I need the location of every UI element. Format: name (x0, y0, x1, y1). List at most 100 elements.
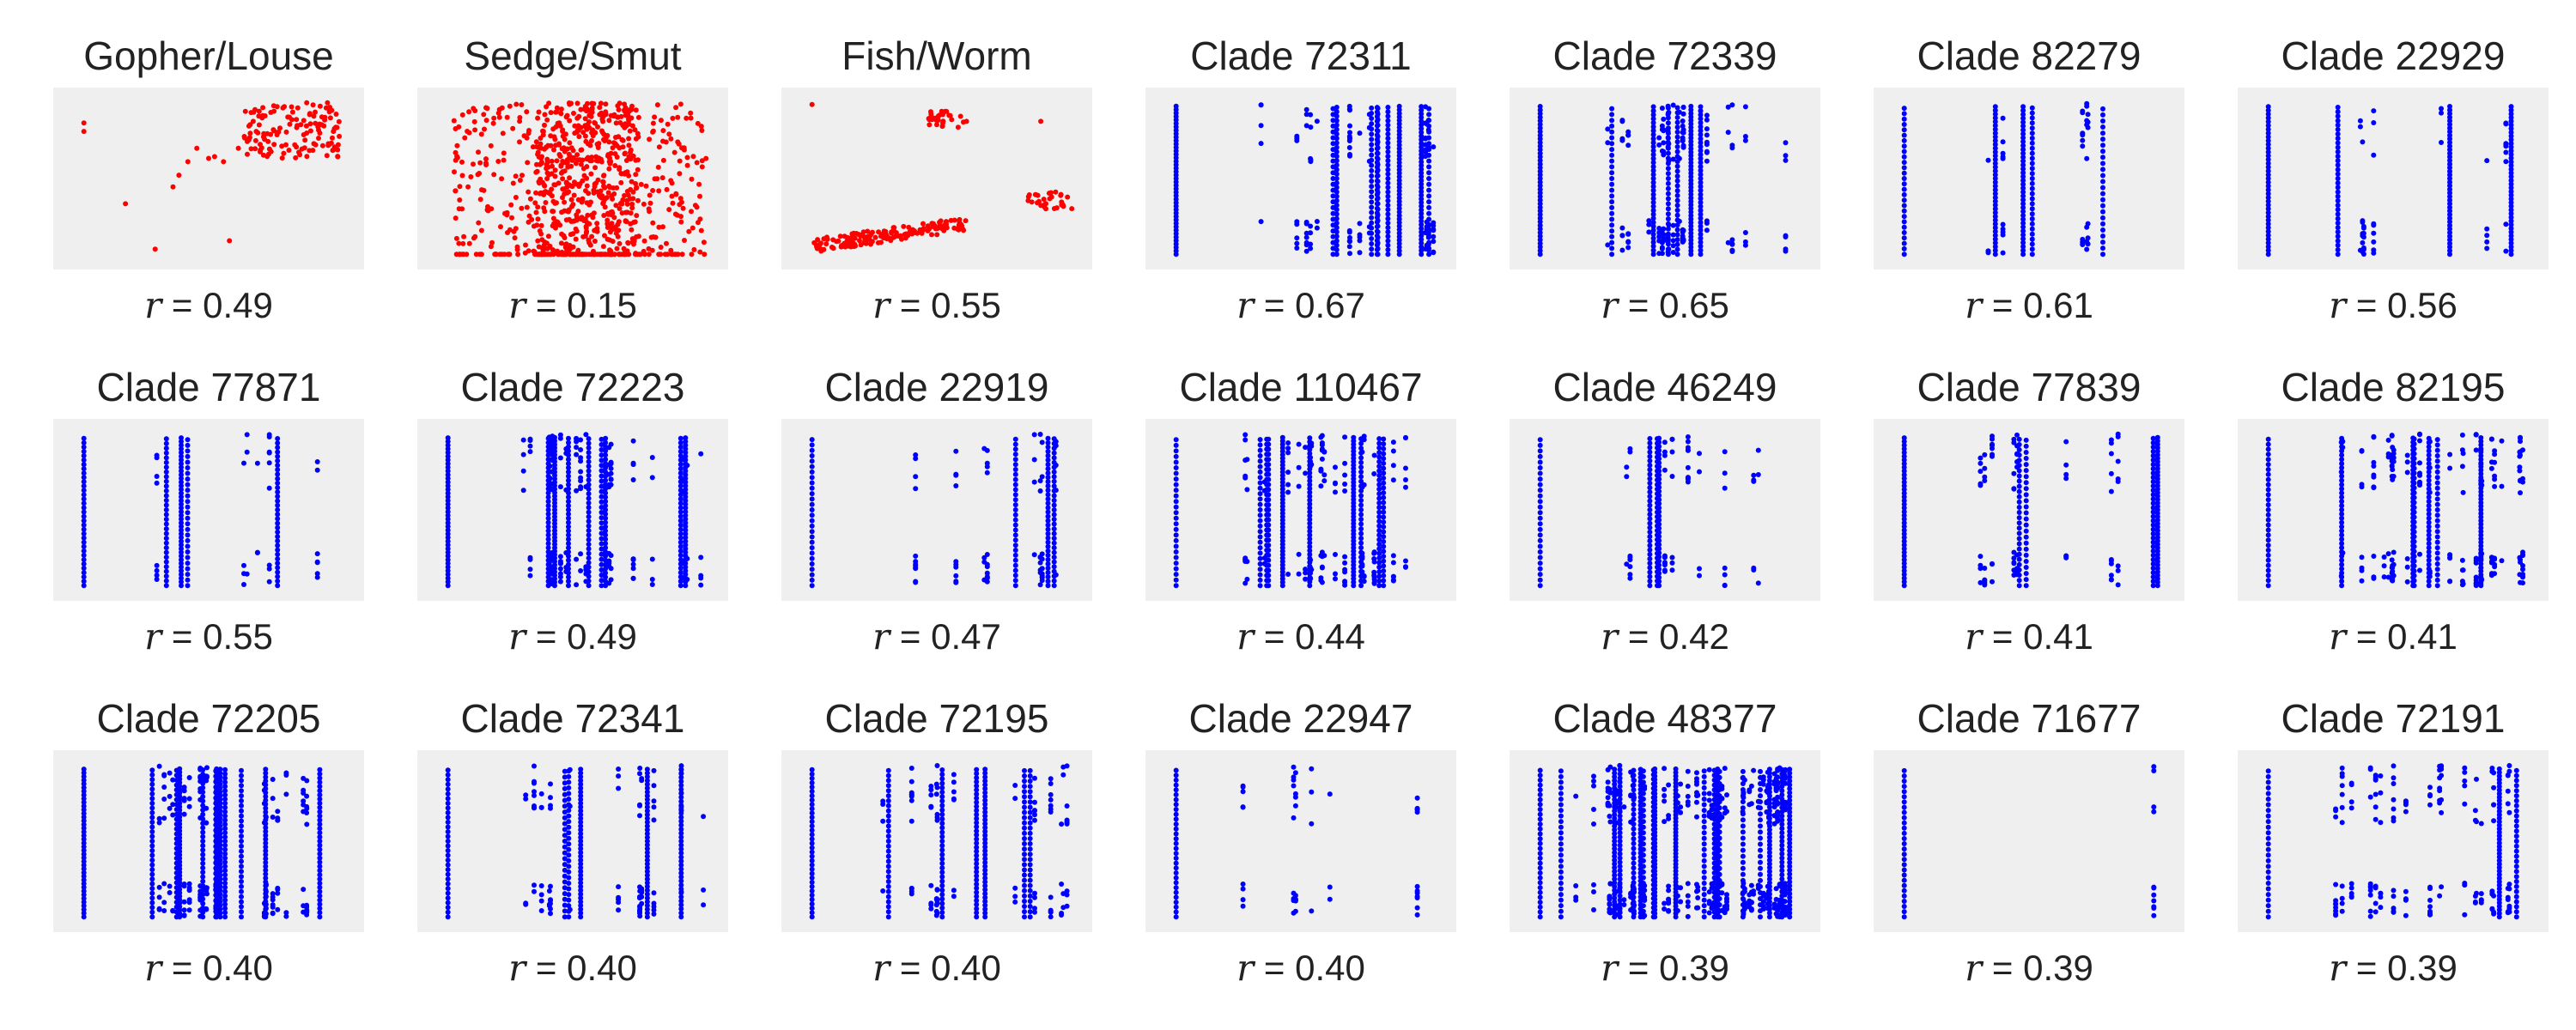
scatter-plot (81, 100, 343, 252)
data-point (491, 115, 497, 121)
data-point (1978, 566, 1984, 572)
chart-panel: Clade 22929 r = 0.56 (2217, 24, 2576, 355)
data-point (2338, 439, 2344, 445)
data-point (2023, 456, 2029, 461)
data-point (2029, 115, 2035, 121)
data-point (1296, 571, 1302, 577)
data-point (581, 173, 587, 179)
data-point (2150, 492, 2156, 498)
data-point (2385, 574, 2391, 580)
data-point (1369, 204, 1375, 210)
data-point (1375, 128, 1381, 134)
data-point (163, 507, 169, 512)
data-point (2447, 219, 2452, 225)
data-point (283, 142, 289, 148)
data-point (2063, 471, 2069, 477)
data-point (1688, 118, 1694, 124)
data-point (1669, 474, 1675, 479)
data-point (266, 449, 272, 455)
data-point (2020, 232, 2026, 238)
data-point (557, 455, 563, 461)
data-point (629, 201, 635, 207)
data-point (1375, 201, 1381, 207)
data-point (697, 249, 703, 255)
data-point (520, 451, 526, 457)
data-point (1307, 478, 1313, 484)
data-point (1376, 486, 1382, 492)
data-point (1330, 193, 1336, 199)
data-point (1729, 237, 1735, 243)
data-point (2085, 221, 2091, 227)
data-point (1665, 241, 1671, 247)
r-value: 0.65 (1659, 285, 1729, 325)
data-point (2426, 553, 2432, 559)
data-point (1688, 230, 1694, 236)
data-point (603, 490, 609, 496)
data-point (1051, 450, 1057, 456)
data-point (1698, 208, 1704, 214)
data-point (81, 892, 87, 898)
data-point (1783, 246, 1789, 252)
data-point (1655, 536, 1660, 542)
data-point (598, 488, 605, 494)
data-point (2447, 179, 2452, 185)
data-point (1264, 451, 1270, 457)
r-symbol: r (1236, 615, 1255, 657)
data-point (550, 581, 556, 587)
data-point (271, 142, 277, 148)
data-point (254, 460, 260, 466)
data-point (1605, 140, 1611, 146)
data-point (2508, 144, 2514, 150)
data-point (445, 538, 451, 544)
data-point (1376, 477, 1382, 483)
data-point (466, 240, 472, 246)
data-point (1698, 136, 1704, 142)
data-point (1058, 192, 1064, 198)
data-point (1390, 463, 1396, 469)
data-point (957, 113, 963, 119)
data-point (2473, 577, 2479, 583)
data-point (1655, 578, 1660, 584)
data-point (574, 152, 580, 158)
data-point (242, 108, 248, 114)
data-point (1674, 173, 1680, 179)
data-point (683, 527, 689, 533)
data-point (1385, 171, 1391, 177)
data-point (275, 583, 281, 589)
data-point (815, 245, 821, 251)
data-point (2410, 563, 2416, 568)
data-point (307, 111, 313, 117)
data-point (81, 888, 87, 894)
data-point (1396, 103, 1402, 109)
data-point (2335, 154, 2341, 160)
data-point (1655, 468, 1660, 474)
data-point (615, 114, 621, 120)
data-point (270, 127, 276, 133)
data-point (578, 484, 584, 490)
data-point (2473, 447, 2479, 453)
data-point (566, 536, 571, 542)
data-point (606, 471, 612, 477)
data-point (931, 115, 937, 121)
data-point (2154, 451, 2160, 457)
data-point (1396, 240, 1402, 246)
data-point (1257, 561, 1263, 566)
data-point (1285, 482, 1291, 488)
data-point (1901, 160, 1907, 166)
data-point (1045, 439, 1051, 445)
data-point (2410, 439, 2416, 445)
data-point (586, 509, 592, 515)
data-point (2410, 559, 2416, 565)
data-point (809, 447, 815, 453)
data-point (2473, 555, 2479, 561)
data-point (1396, 131, 1402, 137)
data-point (531, 248, 537, 254)
data-point (698, 573, 704, 579)
data-point (837, 233, 843, 239)
data-point (1375, 117, 1381, 123)
data-point (1609, 187, 1615, 193)
data-point (1685, 434, 1691, 439)
data-point (1045, 566, 1051, 571)
data-point (1385, 162, 1391, 168)
data-point (495, 159, 501, 164)
